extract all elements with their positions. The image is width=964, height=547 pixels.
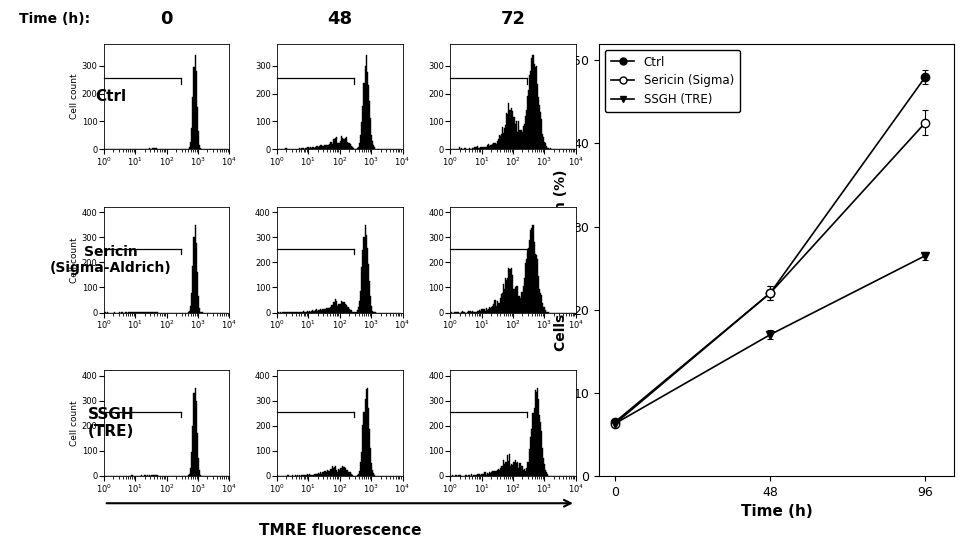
Legend: Ctrl, Sericin (Sigma), SSGH (TRE): Ctrl, Sericin (Sigma), SSGH (TRE) xyxy=(604,50,740,112)
Text: Sericin
(Sigma-Aldrich): Sericin (Sigma-Aldrich) xyxy=(50,245,172,275)
Y-axis label: Cell count: Cell count xyxy=(70,400,79,446)
Text: 48: 48 xyxy=(327,10,352,28)
Text: Time (h):: Time (h): xyxy=(19,12,91,26)
Y-axis label: Cell count: Cell count xyxy=(70,74,79,119)
Text: SSGH
(TRE): SSGH (TRE) xyxy=(88,407,134,439)
Y-axis label: Cells with low ΔΨm (%): Cells with low ΔΨm (%) xyxy=(553,169,568,351)
Text: TMRE fluorescence: TMRE fluorescence xyxy=(258,523,421,538)
Text: 72: 72 xyxy=(500,10,525,28)
Text: Ctrl: Ctrl xyxy=(95,89,126,104)
X-axis label: Time (h): Time (h) xyxy=(740,504,813,519)
Text: 0: 0 xyxy=(160,10,173,28)
Y-axis label: Cell count: Cell count xyxy=(70,237,79,283)
